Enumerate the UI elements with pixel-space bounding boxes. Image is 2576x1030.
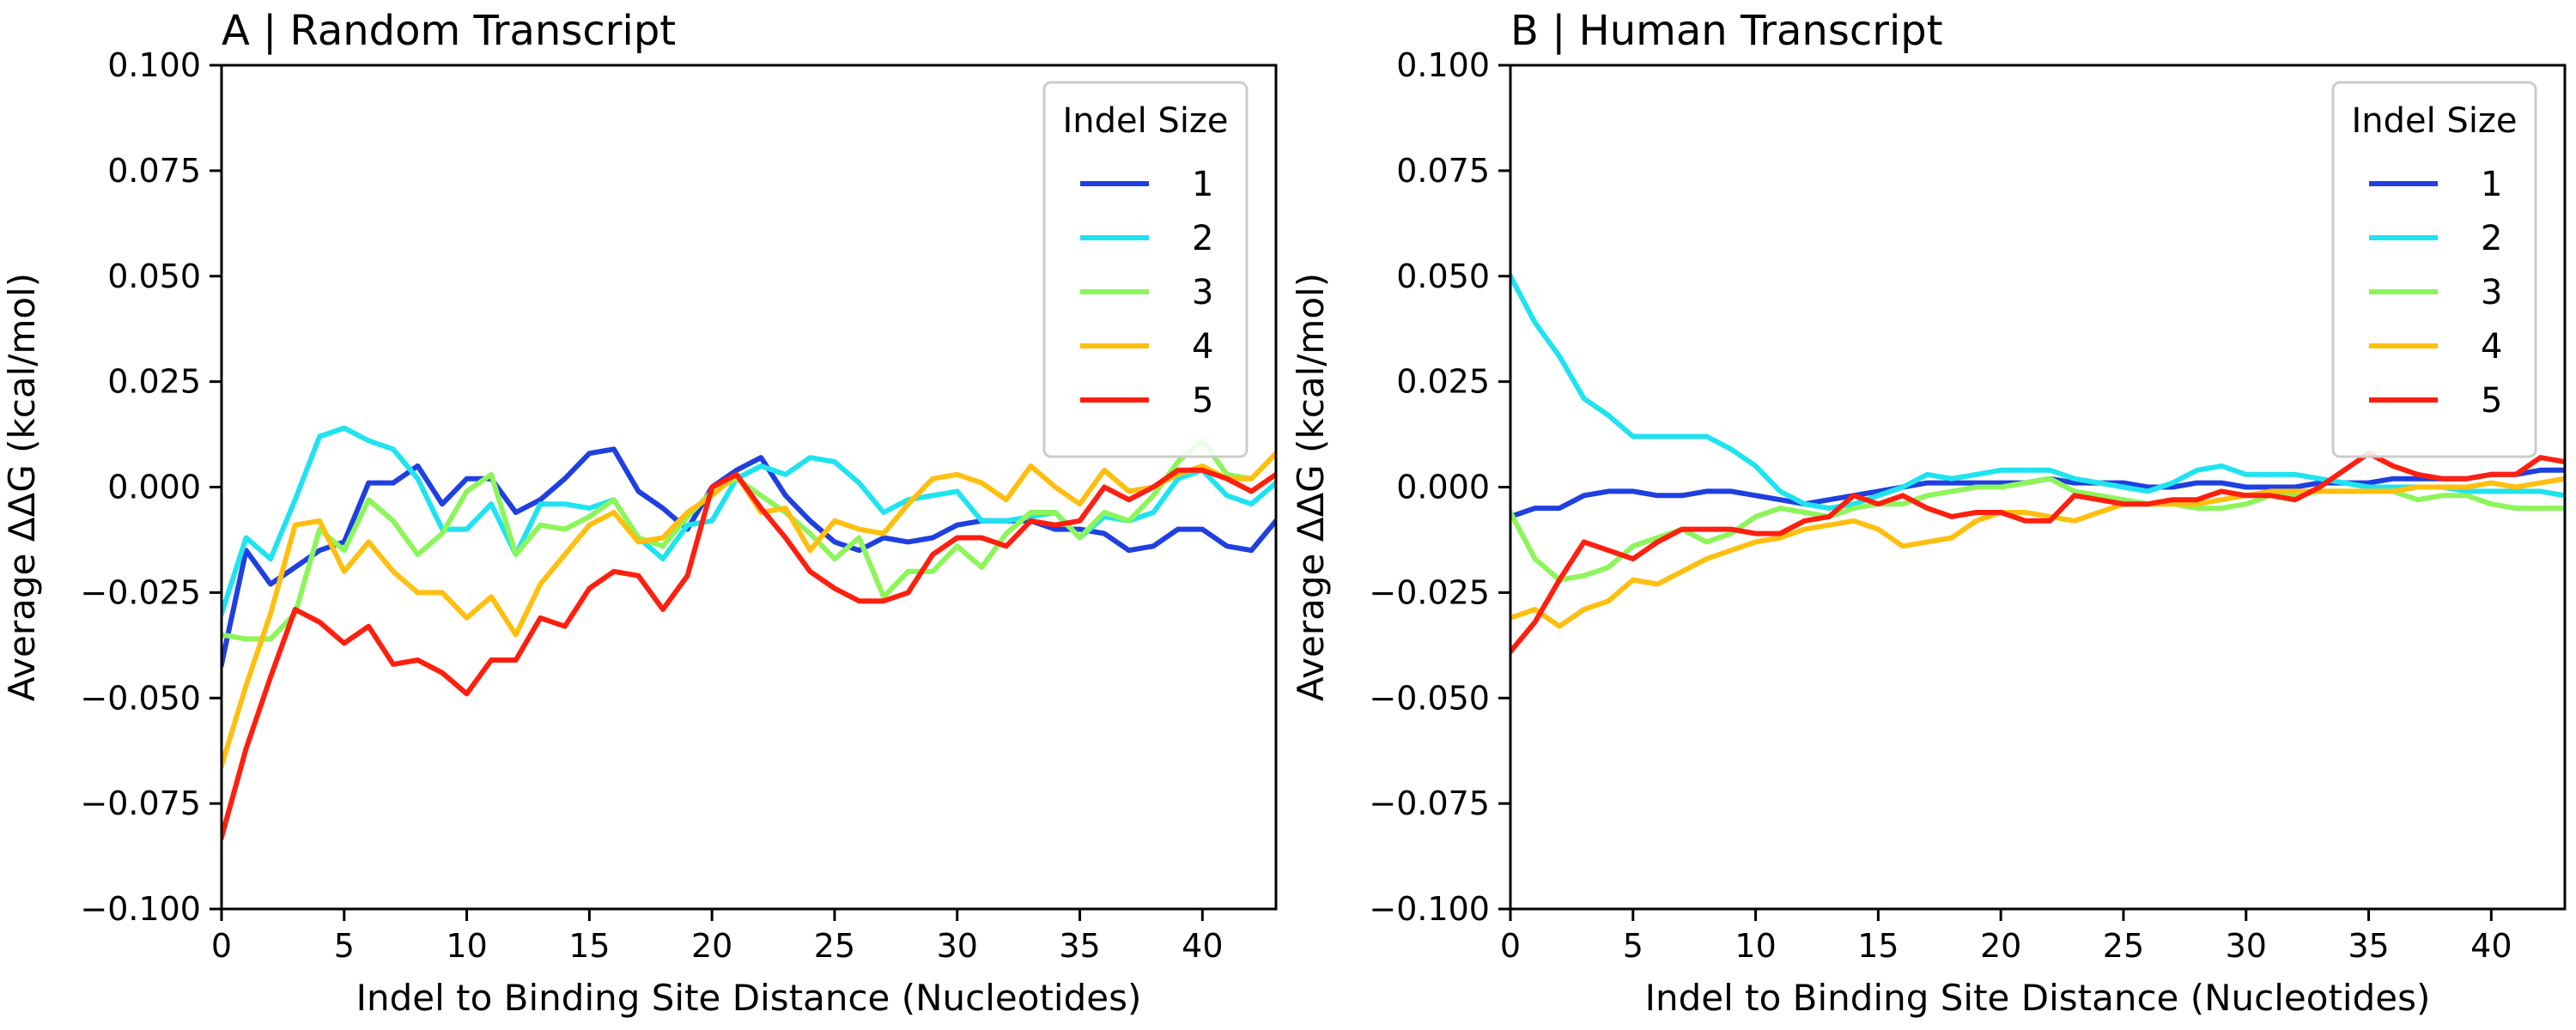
y-tick-label: −0.025 [80, 573, 201, 611]
series-line-4 [1510, 476, 2565, 629]
x-tick-label: 5 [334, 927, 355, 965]
x-tick-label: 15 [568, 927, 610, 965]
x-axis-label: Indel to Binding Site Distance (Nucleoti… [356, 977, 1142, 1019]
x-tick-label: 20 [1980, 927, 2021, 965]
y-tick-label: −0.050 [80, 679, 201, 717]
legend-title: Indel Size [1062, 101, 1228, 141]
legend-label-4: 4 [2481, 327, 2502, 367]
y-axis-label: Average ΔΔG (kcal/mol) [1290, 273, 1332, 701]
panel-title: B | Human Transcript [1510, 7, 1943, 55]
legend-label-5: 5 [2481, 381, 2502, 421]
y-tick-label: 0.050 [1396, 258, 1490, 295]
series-group [1510, 272, 2565, 656]
x-tick-label: 30 [937, 927, 978, 965]
legend: Indel Size 1 2 3 4 5 [2331, 81, 2537, 458]
y-tick-label: 0.100 [1396, 46, 1490, 84]
y-tick-label: 0.075 [107, 152, 201, 190]
x-tick-label: 10 [1735, 927, 1776, 965]
x-tick-label: 5 [1623, 927, 1643, 965]
x-tick-label: 30 [2226, 927, 2267, 965]
y-tick-label: −0.050 [1369, 679, 1490, 717]
y-tick-label: −0.075 [80, 785, 201, 822]
x-tick-label: 25 [814, 927, 855, 965]
y-tick-label: 0.075 [1396, 152, 1490, 190]
y-tick-label: 0.025 [107, 363, 201, 401]
x-tick-label: 15 [1857, 927, 1899, 965]
legend-label-2: 2 [2481, 219, 2502, 258]
x-tick-label: 20 [691, 927, 732, 965]
legend-label-2: 2 [1192, 219, 1213, 258]
legend-box [1042, 81, 1249, 458]
x-tick-label: 10 [446, 927, 487, 965]
legend: Indel Size 1 2 3 4 5 [1042, 81, 1249, 458]
legend-label-3: 3 [2481, 273, 2502, 312]
series-group [222, 425, 1276, 841]
series-line-5 [222, 467, 1276, 841]
y-tick-label: −0.100 [80, 890, 201, 928]
y-tick-label: −0.025 [1369, 573, 1490, 611]
series-line-5 [1510, 451, 2565, 656]
series-line-2 [1510, 272, 2565, 512]
x-tick-label: 0 [1500, 927, 1521, 965]
panel-title: A | Random Transcript [222, 7, 676, 55]
panel-b: 0 5 10 15 20 25 30 35 40−0.100−0.075−0.050−0.025… [1290, 7, 2567, 1019]
y-tick-label: 0.050 [107, 258, 201, 295]
y-axis-label: Average ΔΔG (kcal/mol) [1, 273, 43, 701]
x-tick-label: 40 [2470, 927, 2512, 965]
legend-label-1: 1 [1192, 165, 1213, 204]
x-tick-label: 35 [2348, 927, 2389, 965]
legend-label-1: 1 [2481, 165, 2502, 204]
y-tick-label: 0.000 [1396, 469, 1490, 506]
x-tick-label: 25 [2103, 927, 2144, 965]
y-tick-label: 0.025 [1396, 363, 1490, 401]
legend-label-5: 5 [1192, 381, 1213, 421]
y-tick-label: −0.075 [1369, 785, 1490, 822]
legend-box [2331, 81, 2537, 458]
series-line-1 [222, 446, 1276, 668]
legend-title: Indel Size [2351, 101, 2517, 141]
legend-label-4: 4 [1192, 327, 1213, 367]
x-tick-label: 0 [211, 927, 232, 965]
x-tick-label: 40 [1182, 927, 1223, 965]
x-tick-label: 35 [1059, 927, 1100, 965]
x-axis-label: Indel to Binding Site Distance (Nucleoti… [1645, 977, 2431, 1019]
legend-label-3: 3 [1192, 273, 1213, 312]
y-tick-label: −0.100 [1369, 890, 1490, 928]
y-tick-label: 0.000 [107, 469, 201, 506]
y-tick-label: 0.100 [107, 46, 201, 84]
panel-a: 0 5 10 15 20 25 30 35 40−0.100−0.075−0.050−0.025… [1, 7, 1278, 1019]
series-line-4 [222, 449, 1276, 769]
